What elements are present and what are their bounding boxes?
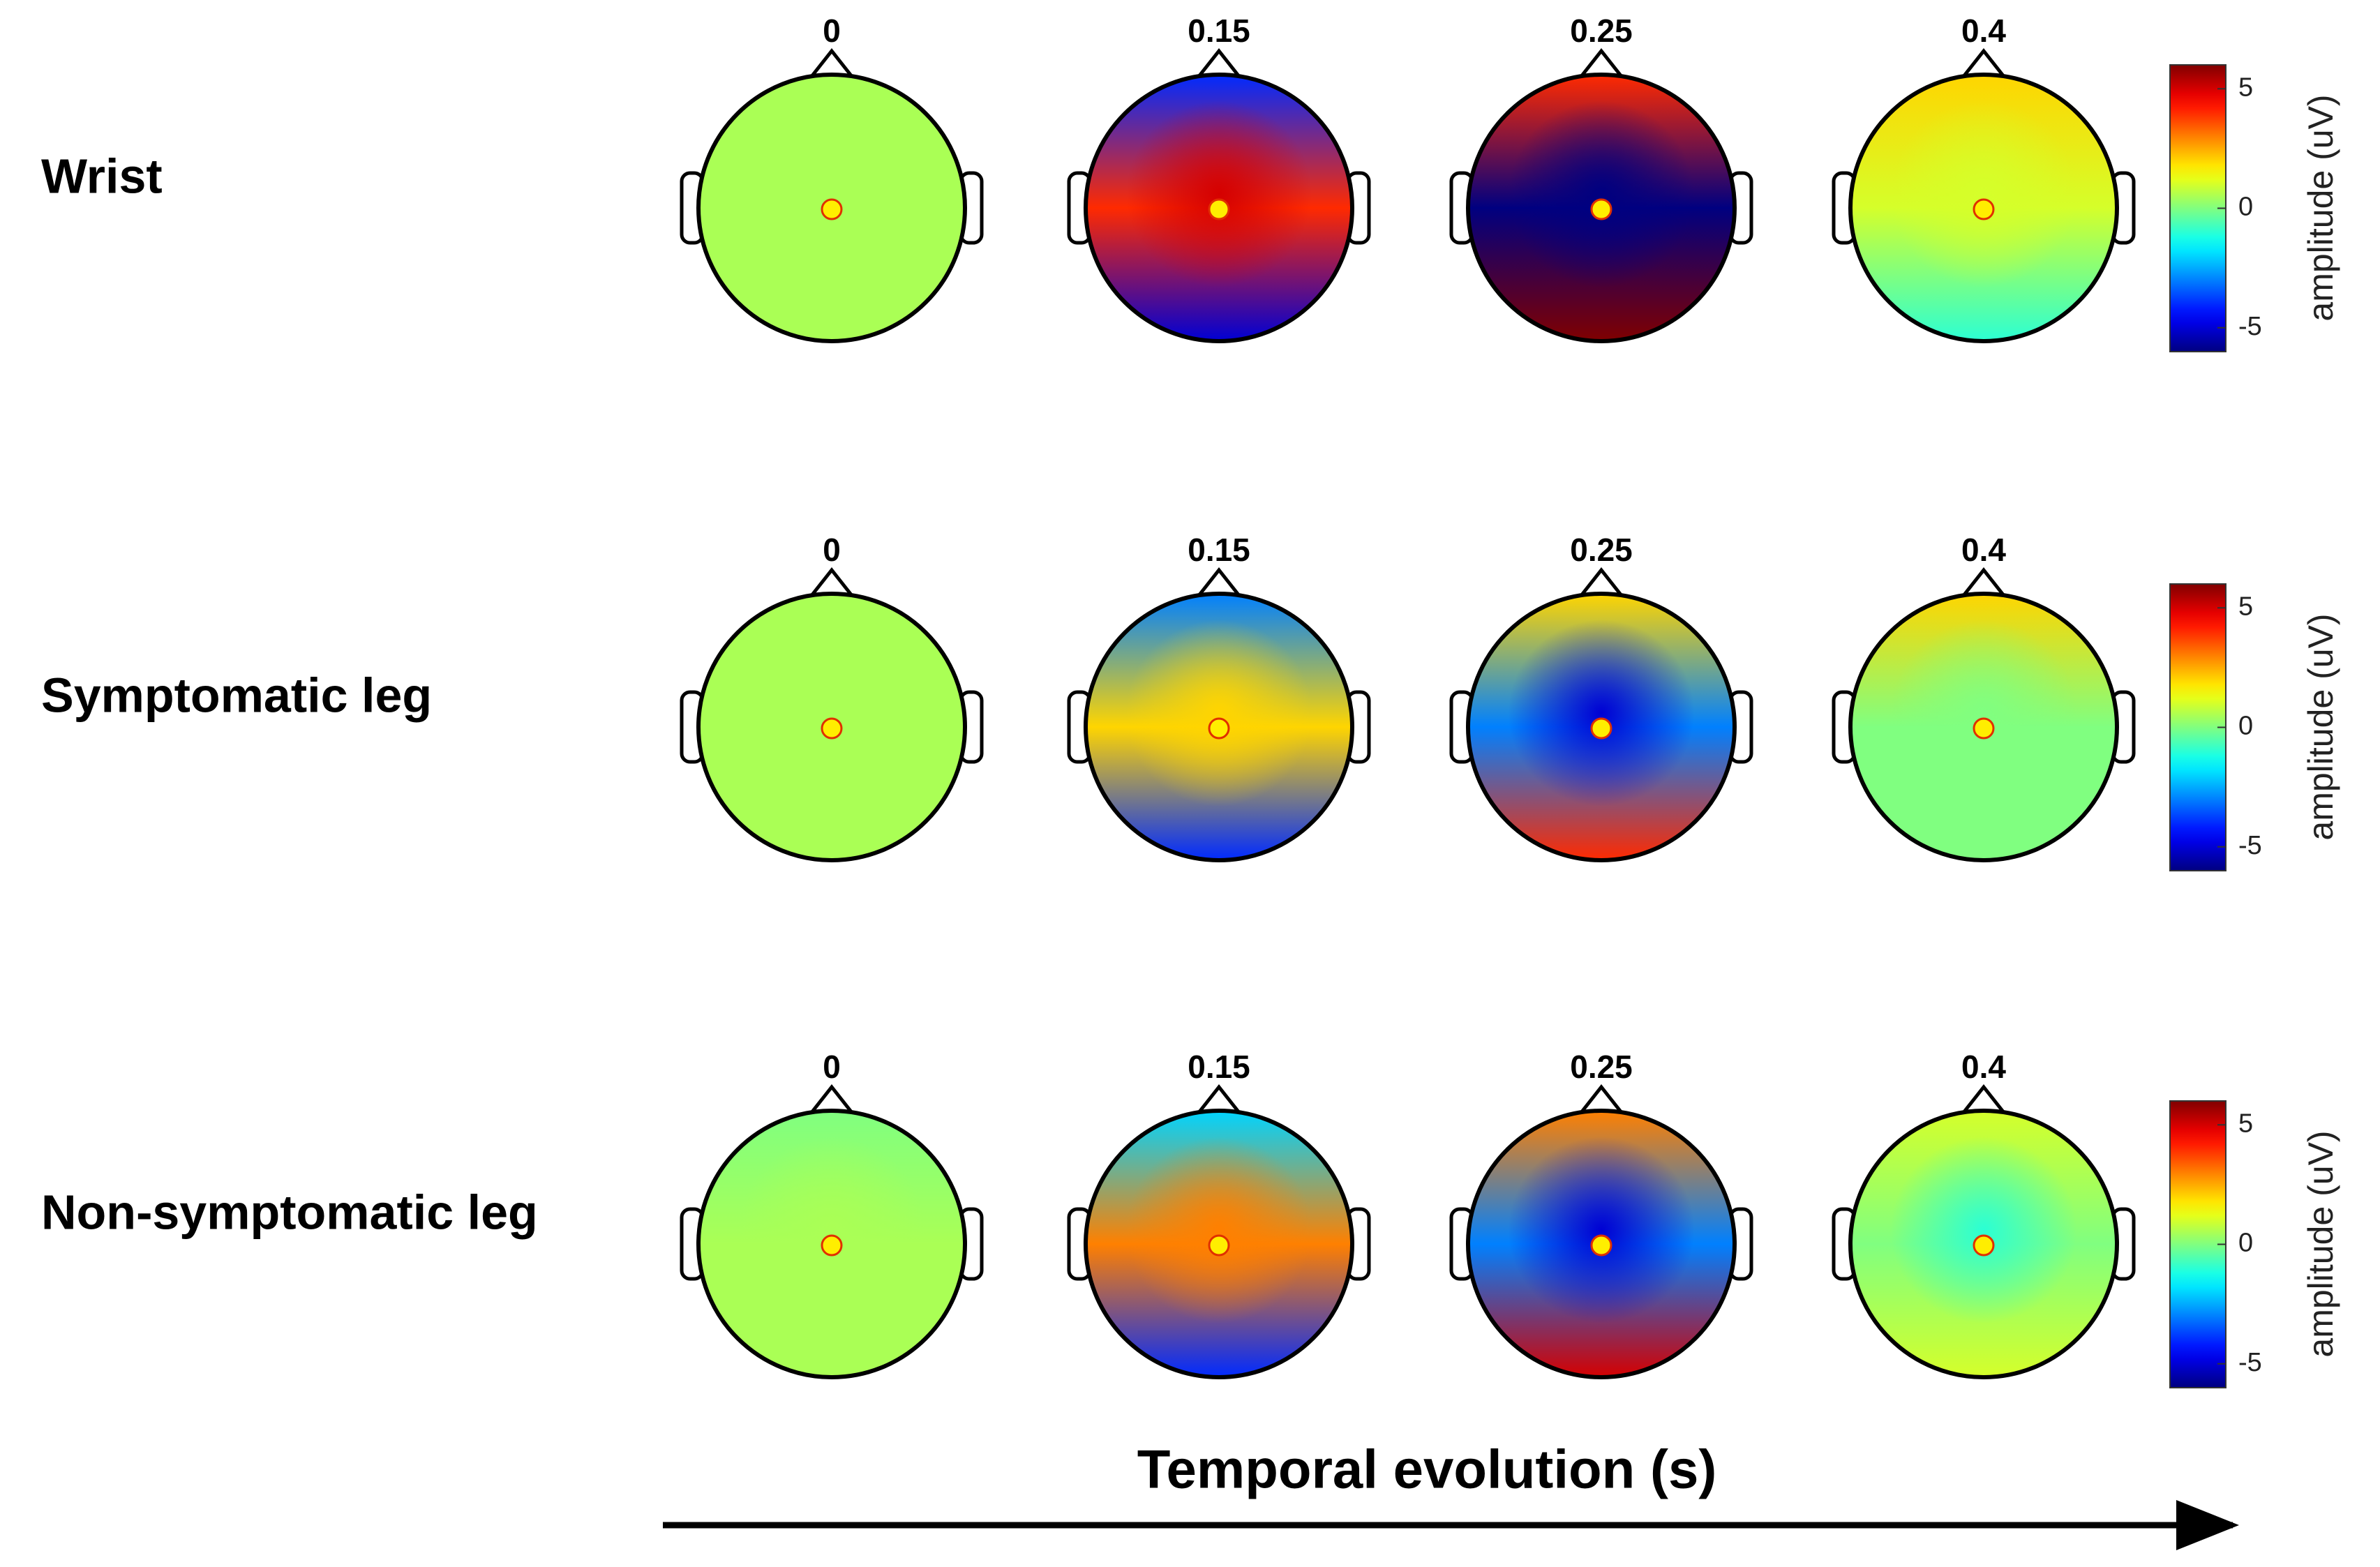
head-nose xyxy=(1579,1084,1624,1115)
time-label: 0.4 xyxy=(1961,13,2006,49)
central-activity xyxy=(1508,620,1695,807)
time-label: 0.4 xyxy=(1961,532,2006,568)
head-outline xyxy=(1084,73,1354,343)
row-label: Non-symptomatic leg xyxy=(41,1185,538,1239)
row-label: Symptomatic leg xyxy=(41,668,432,722)
time-label: 0.15 xyxy=(1188,532,1250,568)
cz-electrode xyxy=(1208,1234,1230,1257)
central-activity xyxy=(738,1137,925,1324)
central-activity xyxy=(1890,620,2077,807)
colorbar-tick-label: 0 xyxy=(2238,193,2253,222)
head-outline xyxy=(1848,73,2119,343)
central-activity xyxy=(1508,1137,1695,1324)
head-nose xyxy=(1197,1084,1241,1115)
head-nose xyxy=(809,1084,854,1115)
head-nose xyxy=(1579,567,1624,598)
time-label: 0 xyxy=(823,13,841,49)
central-activity xyxy=(1125,1137,1312,1324)
cz-electrode xyxy=(1208,198,1230,220)
colorbar-tick-label: 5 xyxy=(2238,592,2253,621)
row-label: Wrist xyxy=(41,149,163,203)
time-label: 0 xyxy=(823,532,841,568)
colorbar xyxy=(2169,1100,2226,1388)
colorbar-label: amplitude (uV) xyxy=(2301,613,2340,840)
x-axis-label: Temporal evolution (s) xyxy=(1137,1439,1717,1500)
head-outline xyxy=(696,592,967,862)
head-outline xyxy=(1466,592,1737,862)
colorbar-tick-label: 5 xyxy=(2238,73,2253,102)
time-label: 0.25 xyxy=(1570,13,1633,49)
head-nose xyxy=(809,567,854,598)
head-outline xyxy=(1084,1109,1354,1379)
head-outline xyxy=(1848,1109,2119,1379)
cz-electrode xyxy=(1973,198,1995,220)
central-activity xyxy=(1508,100,1695,287)
head-outline xyxy=(1084,592,1354,862)
cz-electrode xyxy=(1973,1234,1995,1257)
central-activity xyxy=(1125,100,1312,287)
head-outline xyxy=(1466,1109,1737,1379)
time-label: 0.15 xyxy=(1188,1049,1250,1085)
head-outline xyxy=(1466,73,1737,343)
colorbar xyxy=(2169,64,2226,352)
time-label: 0.4 xyxy=(1961,1049,2006,1085)
head-outline xyxy=(696,1109,967,1379)
colorbar-tick-label: -5 xyxy=(2238,1348,2262,1377)
time-label: 0.15 xyxy=(1188,13,1250,49)
colorbar-tick-label: -5 xyxy=(2238,312,2262,341)
head-nose xyxy=(1961,567,2006,598)
cz-electrode xyxy=(1208,717,1230,740)
cz-electrode xyxy=(821,717,843,740)
central-activity xyxy=(738,100,925,287)
head-outline xyxy=(696,73,967,343)
colorbar-tick-label: 5 xyxy=(2238,1109,2253,1138)
central-activity xyxy=(1890,100,2077,287)
time-label: 0.25 xyxy=(1570,532,1633,568)
colorbar-label: amplitude (uV) xyxy=(2301,94,2340,321)
head-nose xyxy=(1197,567,1241,598)
cz-electrode xyxy=(1590,1234,1612,1257)
colorbar-tick-label: 0 xyxy=(2238,1229,2253,1258)
cz-electrode xyxy=(821,198,843,220)
colorbar-label: amplitude (uV) xyxy=(2301,1130,2340,1357)
cz-electrode xyxy=(1973,717,1995,740)
head-nose xyxy=(1197,47,1241,79)
head-nose xyxy=(1579,47,1624,79)
central-activity xyxy=(1125,620,1312,807)
cz-electrode xyxy=(821,1234,843,1257)
head-nose xyxy=(809,47,854,79)
time-label: 0.25 xyxy=(1570,1049,1633,1085)
head-outline xyxy=(1848,592,2119,862)
colorbar-tick-label: -5 xyxy=(2238,831,2262,860)
central-activity xyxy=(1890,1137,2077,1324)
colorbar-tick-label: 0 xyxy=(2238,712,2253,741)
cz-electrode xyxy=(1590,717,1612,740)
head-nose xyxy=(1961,1084,2006,1115)
time-label: 0 xyxy=(823,1049,841,1085)
central-activity xyxy=(738,620,925,807)
head-nose xyxy=(1961,47,2006,79)
cz-electrode xyxy=(1590,198,1612,220)
